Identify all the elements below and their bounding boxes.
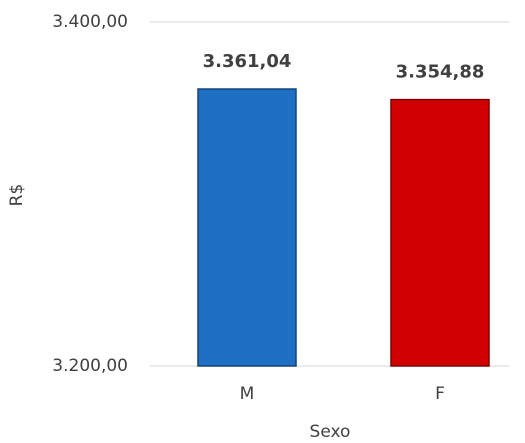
x-axis-label: Sexo — [310, 422, 351, 442]
bar — [197, 88, 297, 367]
y-tick-label: 3.200,00 — [52, 356, 128, 376]
x-tick-label: M — [240, 384, 255, 404]
data-label: 3.361,04 — [203, 51, 292, 72]
y-axis-label: R$ — [7, 184, 27, 207]
data-label: 3.354,88 — [396, 62, 485, 83]
bar — [390, 98, 490, 367]
x-tick-label: F — [435, 384, 445, 404]
y-tick-label: 3.400,00 — [52, 12, 128, 32]
